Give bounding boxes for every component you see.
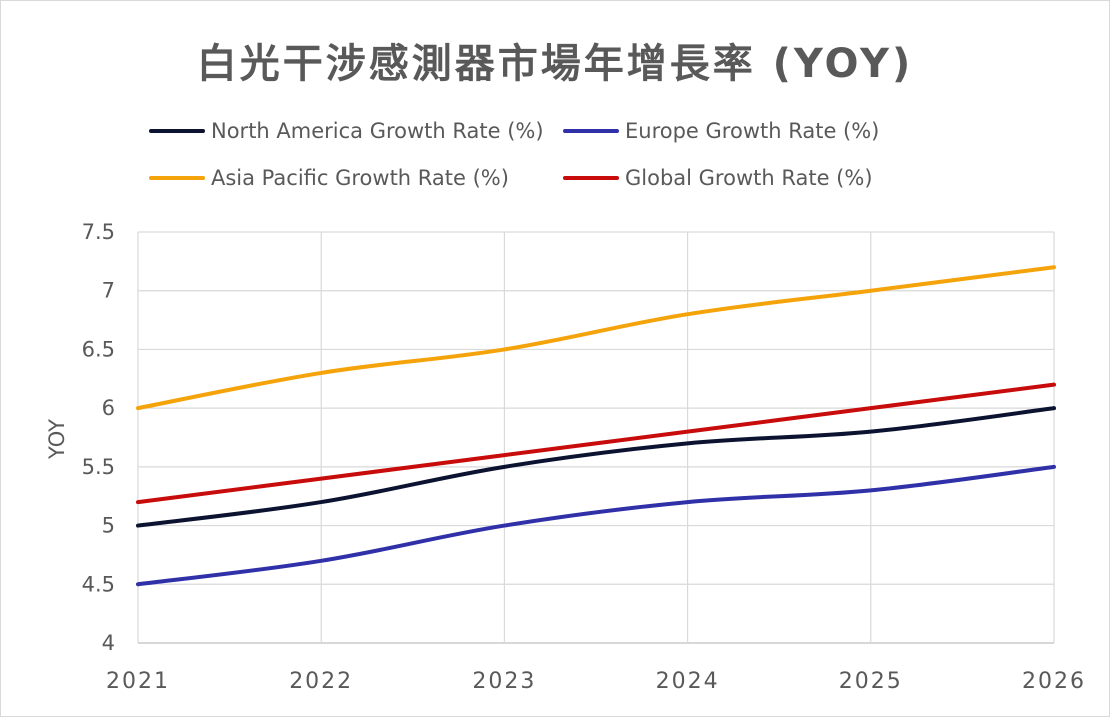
y-tick-label: 6 xyxy=(102,396,115,420)
x-tick-label: 2025 xyxy=(839,669,903,694)
legend-item-north-america: North America Growth Rate (%) xyxy=(149,119,544,143)
series-lines xyxy=(136,265,1056,587)
legend-swatch-global xyxy=(563,176,619,180)
y-tick-label: 7 xyxy=(102,279,115,303)
y-tick-label: 6.5 xyxy=(82,337,115,361)
x-tick-label: 2021 xyxy=(106,669,170,694)
series-line-north-america-growth-rate xyxy=(136,406,1056,528)
x-tick-label: 2026 xyxy=(1022,669,1086,694)
gridlines-y xyxy=(138,231,1054,644)
gridlines-x xyxy=(137,232,1055,643)
series-line-global-growth-rate xyxy=(136,382,1056,505)
series-line-asia-pacific-growth-rate xyxy=(136,265,1056,411)
y-axis-tick-labels: 4 4.5 5 5.5 6 6.5 7 7.5 xyxy=(82,220,115,655)
legend-label-north-america: North America Growth Rate (%) xyxy=(211,119,544,143)
series-line-europe-growth-rate xyxy=(136,464,1056,587)
legend-item-europe: Europe Growth Rate (%) xyxy=(563,119,879,143)
legend-item-asia-pacific: Asia Pacific Growth Rate (%) xyxy=(149,166,509,190)
chart-title: 白光干涉感測器市場年增長率 (YOY) xyxy=(196,41,914,87)
y-axis-label: YOY xyxy=(45,419,69,460)
y-tick-label: 5 xyxy=(102,514,115,538)
legend-item-global: Global Growth Rate (%) xyxy=(563,166,873,190)
legend-swatch-asia-pacific xyxy=(149,176,205,180)
y-tick-label: 5.5 xyxy=(82,455,115,479)
x-tick-label: 2022 xyxy=(289,669,353,694)
x-axis-tick-labels: 2021 2022 2023 2024 2025 2026 xyxy=(106,669,1086,694)
legend-label-asia-pacific: Asia Pacific Growth Rate (%) xyxy=(211,166,509,190)
legend-label-global: Global Growth Rate (%) xyxy=(625,166,873,190)
x-tick-label: 2024 xyxy=(656,669,720,694)
y-tick-label: 4.5 xyxy=(82,572,115,596)
x-tick-label: 2023 xyxy=(472,669,536,694)
legend-swatch-europe xyxy=(563,129,619,133)
y-tick-label: 7.5 xyxy=(82,220,115,244)
y-tick-label: 4 xyxy=(102,631,115,655)
legend-label-europe: Europe Growth Rate (%) xyxy=(625,119,880,143)
legend-swatch-north-america xyxy=(149,129,205,133)
